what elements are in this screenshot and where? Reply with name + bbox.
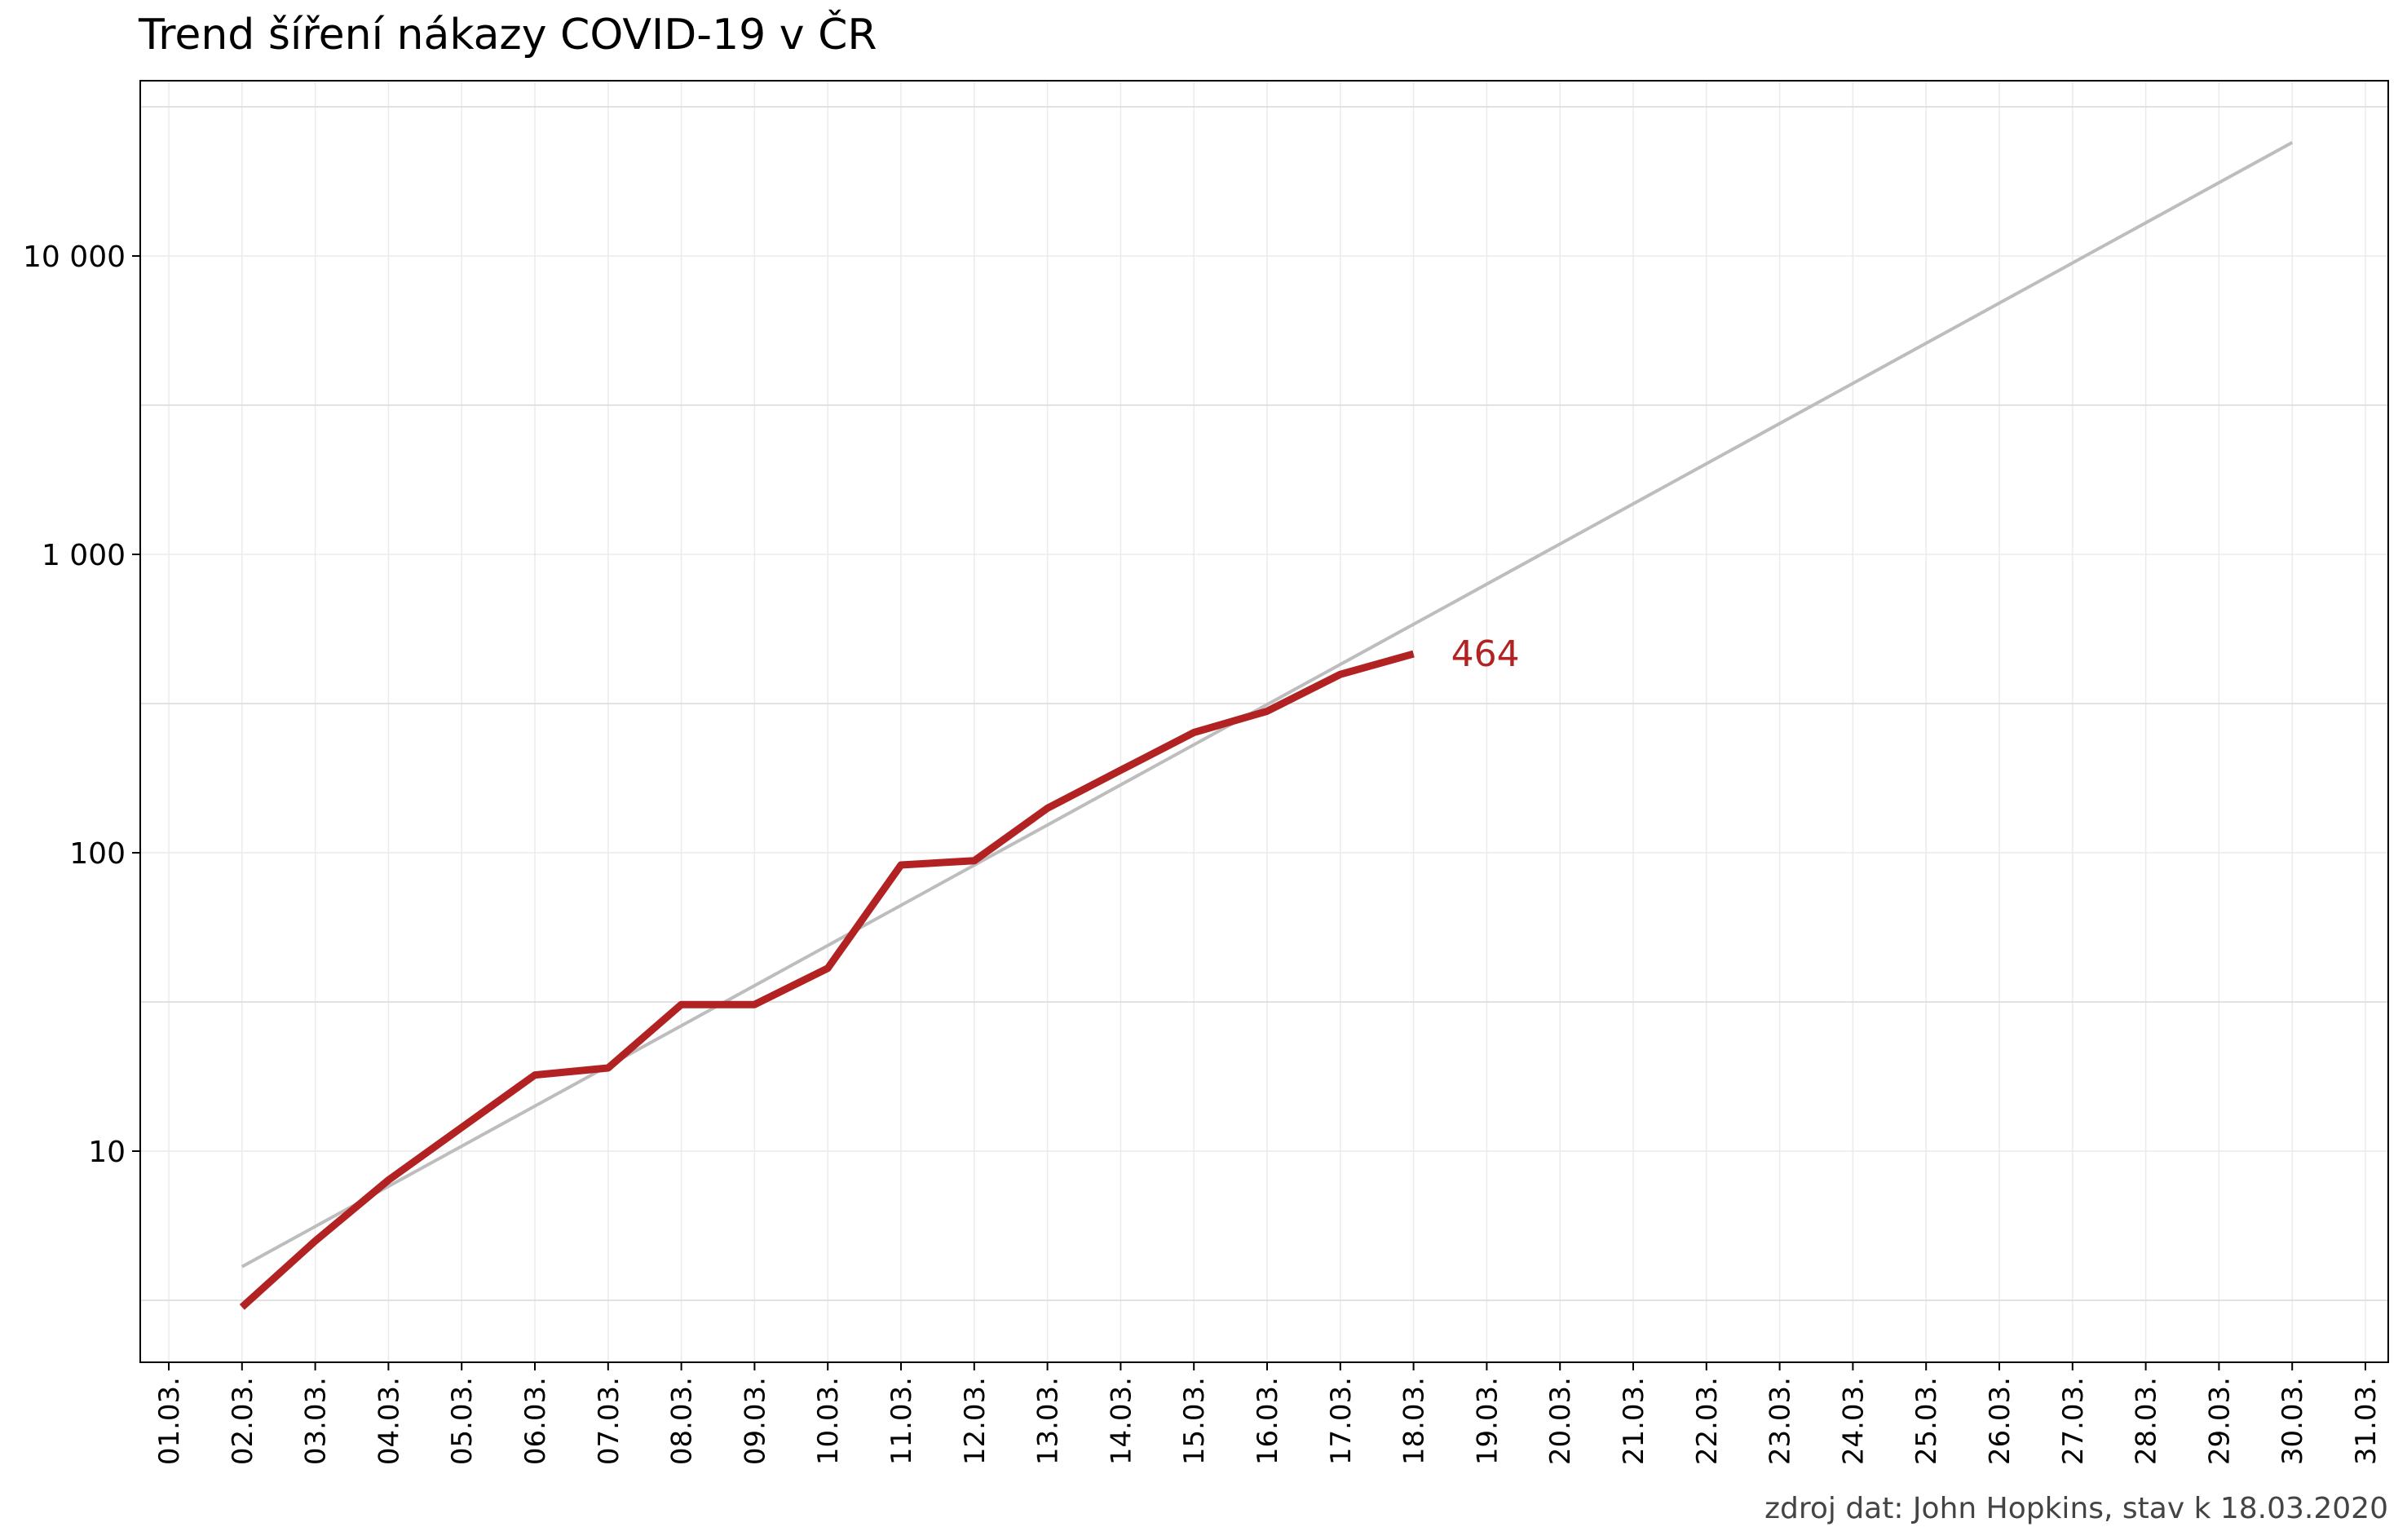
x-tick-label: 11.03. (886, 1377, 918, 1465)
x-tick-label: 27.03. (2057, 1377, 2090, 1465)
x-tick-label: 06.03. (519, 1377, 552, 1465)
x-tick-label: 14.03. (1105, 1377, 1137, 1465)
x-tick-label: 21.03. (1618, 1377, 1650, 1465)
x-tick-label: 08.03. (666, 1377, 699, 1465)
x-tick-label: 02.03. (227, 1377, 259, 1465)
x-tick-label: 07.03. (593, 1377, 625, 1465)
x-tick-label: 19.03. (1471, 1377, 1504, 1465)
x-tick-label: 13.03. (1032, 1377, 1065, 1465)
x-tick-label: 09.03. (739, 1377, 771, 1465)
x-tick-label: 12.03. (959, 1377, 992, 1465)
x-tick-label: 26.03. (1984, 1377, 2016, 1465)
source-caption: zdroj dat: John Hopkins, stav k 18.03.20… (1764, 1492, 2388, 1525)
y-axis: 10 100 1 000 10 000 (23, 240, 140, 1169)
plot-panel-border (139, 80, 2389, 1363)
x-tick-label: 30.03. (2277, 1377, 2309, 1465)
y-tick-label: 10 000 (23, 240, 126, 274)
trend-line (241, 141, 2294, 1269)
x-tick-label: 31.03. (2350, 1377, 2383, 1465)
chart-title: Trend šíření nákazy COVID-19 v ČR (138, 9, 877, 60)
y-tick-label: 100 (69, 837, 126, 871)
x-tick-label: 03.03. (300, 1377, 333, 1465)
x-tick-label: 18.03. (1398, 1377, 1431, 1465)
x-tick-label: 04.03. (373, 1377, 405, 1465)
x-tick-label: 29.03. (2203, 1377, 2236, 1465)
minor-grid (140, 81, 2388, 1362)
x-tick-label: 05.03. (446, 1377, 479, 1465)
major-grid (140, 106, 2388, 1301)
x-tick-label: 23.03. (1764, 1377, 1797, 1465)
x-tick-label: 17.03. (1325, 1377, 1358, 1465)
x-tick-label: 16.03. (1252, 1377, 1284, 1465)
y-tick-label: 10 (88, 1136, 126, 1169)
cases-line (239, 650, 1415, 1310)
x-axis: 01.03. 02.03. 03.03. 04.03. 05.03. 06.03. 07.0… (153, 1362, 2383, 1465)
end-value-label: 464 (1451, 633, 1520, 675)
x-tick-label: 25.03. (1910, 1377, 1943, 1465)
x-tick-label: 28.03. (2131, 1377, 2163, 1465)
y-tick-label: 1 000 (42, 539, 126, 572)
x-tick-label: 01.03. (153, 1377, 186, 1465)
x-tick-label: 20.03. (1544, 1377, 1577, 1465)
series-layer: 464 (239, 141, 2294, 1310)
x-tick-label: 15.03. (1178, 1377, 1211, 1465)
x-tick-label: 24.03. (1837, 1377, 1870, 1465)
x-tick-label: 10.03. (812, 1377, 845, 1465)
x-tick-label: 22.03. (1691, 1377, 1724, 1465)
